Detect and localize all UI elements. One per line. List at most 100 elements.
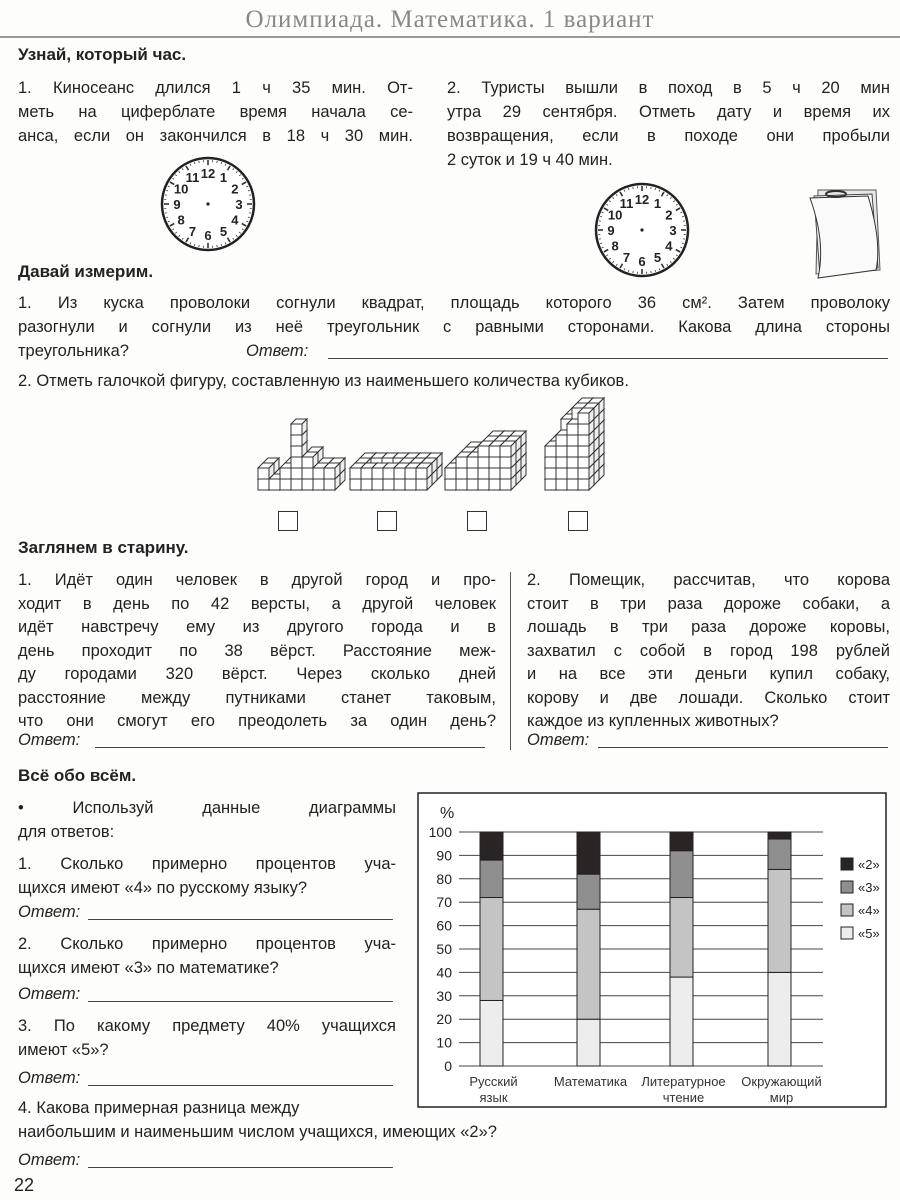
y-axis-label: % <box>440 805 454 822</box>
cube <box>488 445 501 458</box>
clock-number: 11 <box>620 196 634 211</box>
clock-tick <box>619 191 624 197</box>
section-title: Узнай, который час. <box>18 45 187 64</box>
clock-number: 2 <box>665 208 672 223</box>
cube <box>510 439 517 459</box>
cube <box>290 445 303 458</box>
clock-number: 2 <box>231 182 238 197</box>
cube <box>566 478 579 491</box>
clock-tick <box>247 190 250 192</box>
figure-checkbox[interactable] <box>568 511 588 531</box>
answer-line[interactable] <box>88 1001 393 1002</box>
clock-tick <box>603 207 609 212</box>
task-text-line: утра 29 сентября. Отметь дату и время их <box>447 103 890 121</box>
task-text-line: анса, если он закончился в 18 ч 30 мин. <box>18 127 413 145</box>
clock-number: 6 <box>638 254 645 269</box>
answer-line[interactable] <box>328 358 888 359</box>
cube <box>323 478 336 491</box>
cube <box>382 467 395 480</box>
cube <box>257 467 270 480</box>
task-text-line: идёт навстречу ему из другого города и в <box>18 618 496 636</box>
clock-tick <box>680 246 683 249</box>
task-text-line: имеют «5»? <box>18 1041 109 1059</box>
cube <box>499 467 512 480</box>
clock-tick <box>166 216 169 218</box>
cube <box>312 478 325 491</box>
clock-number: 3 <box>235 197 242 212</box>
answer-label: Ответ: <box>18 731 81 749</box>
clock-tick <box>220 243 222 246</box>
cube <box>477 478 490 491</box>
cube <box>455 456 468 469</box>
clock-tick <box>623 189 626 192</box>
answer-line[interactable] <box>95 747 485 748</box>
section-title: Давай измерим. <box>18 262 154 281</box>
cube <box>301 417 308 437</box>
bar-segment <box>479 999 504 1067</box>
clock-tick <box>660 191 665 197</box>
cube <box>257 478 270 491</box>
clock-tick <box>172 228 175 231</box>
clock-number: 1 <box>220 170 227 185</box>
x-tick-label: Русский <box>469 1074 517 1089</box>
cube <box>566 445 579 458</box>
clock-tick <box>189 242 192 245</box>
clock-tick <box>666 194 669 197</box>
figure-checkbox[interactable] <box>377 511 397 531</box>
cube <box>566 467 579 480</box>
task-text-line: щихся имеют «4» по русскому языку? <box>18 879 308 897</box>
clock-tick <box>226 237 231 243</box>
x-tick-label: мир <box>770 1090 793 1105</box>
cube <box>382 478 395 491</box>
cube <box>312 467 325 480</box>
clock-number: 10 <box>174 182 188 197</box>
bar-segment <box>479 859 504 899</box>
legend-label: «2» <box>858 857 880 872</box>
clock-tick <box>169 181 175 186</box>
x-tick-label: Математика <box>554 1074 628 1089</box>
bar-segment <box>576 873 601 910</box>
clock-number: 10 <box>608 208 622 223</box>
bar-segment <box>479 831 504 861</box>
task-text-line: корову и две лошади. Сколько стоит <box>527 688 890 707</box>
answer-label: Ответ: <box>246 342 309 360</box>
legend-label: «5» <box>858 926 880 941</box>
cube <box>290 478 303 491</box>
legend-swatch <box>840 926 854 940</box>
cube <box>371 478 384 491</box>
clock-tick <box>615 263 618 266</box>
cube <box>577 456 590 469</box>
cube <box>577 423 590 436</box>
clock-tick <box>669 260 672 263</box>
answer-line[interactable] <box>88 1167 393 1168</box>
task-text-line: треугольника? <box>18 342 129 360</box>
cube <box>544 456 557 469</box>
clock-number: 12 <box>201 166 215 181</box>
clock-center <box>640 228 644 232</box>
y-tick-label: 60 <box>436 918 452 934</box>
clock-tick <box>615 194 618 197</box>
clock-tick <box>178 234 181 237</box>
y-tick-label: 80 <box>436 871 452 887</box>
cube <box>477 445 490 458</box>
clock-tick <box>194 243 196 246</box>
cube <box>349 467 362 480</box>
answer-line[interactable] <box>88 919 393 920</box>
task-text-line: день проходит по 38 вёрст. Расстояние ме… <box>18 641 496 660</box>
legend-swatch <box>840 880 854 894</box>
clock-tick <box>606 203 609 206</box>
clock-tick <box>224 242 227 245</box>
figure-checkbox[interactable] <box>467 511 487 531</box>
answer-line[interactable] <box>598 747 888 748</box>
cube <box>488 467 501 480</box>
y-tick-label: 50 <box>436 941 452 957</box>
clock-tick <box>681 216 684 218</box>
clock-tick <box>612 197 615 200</box>
cube <box>268 478 281 491</box>
answer-line[interactable] <box>88 1085 393 1086</box>
figure-checkbox[interactable] <box>278 511 298 531</box>
section-title: Заглянем в старину. <box>18 538 189 557</box>
clock-tick <box>178 171 181 174</box>
